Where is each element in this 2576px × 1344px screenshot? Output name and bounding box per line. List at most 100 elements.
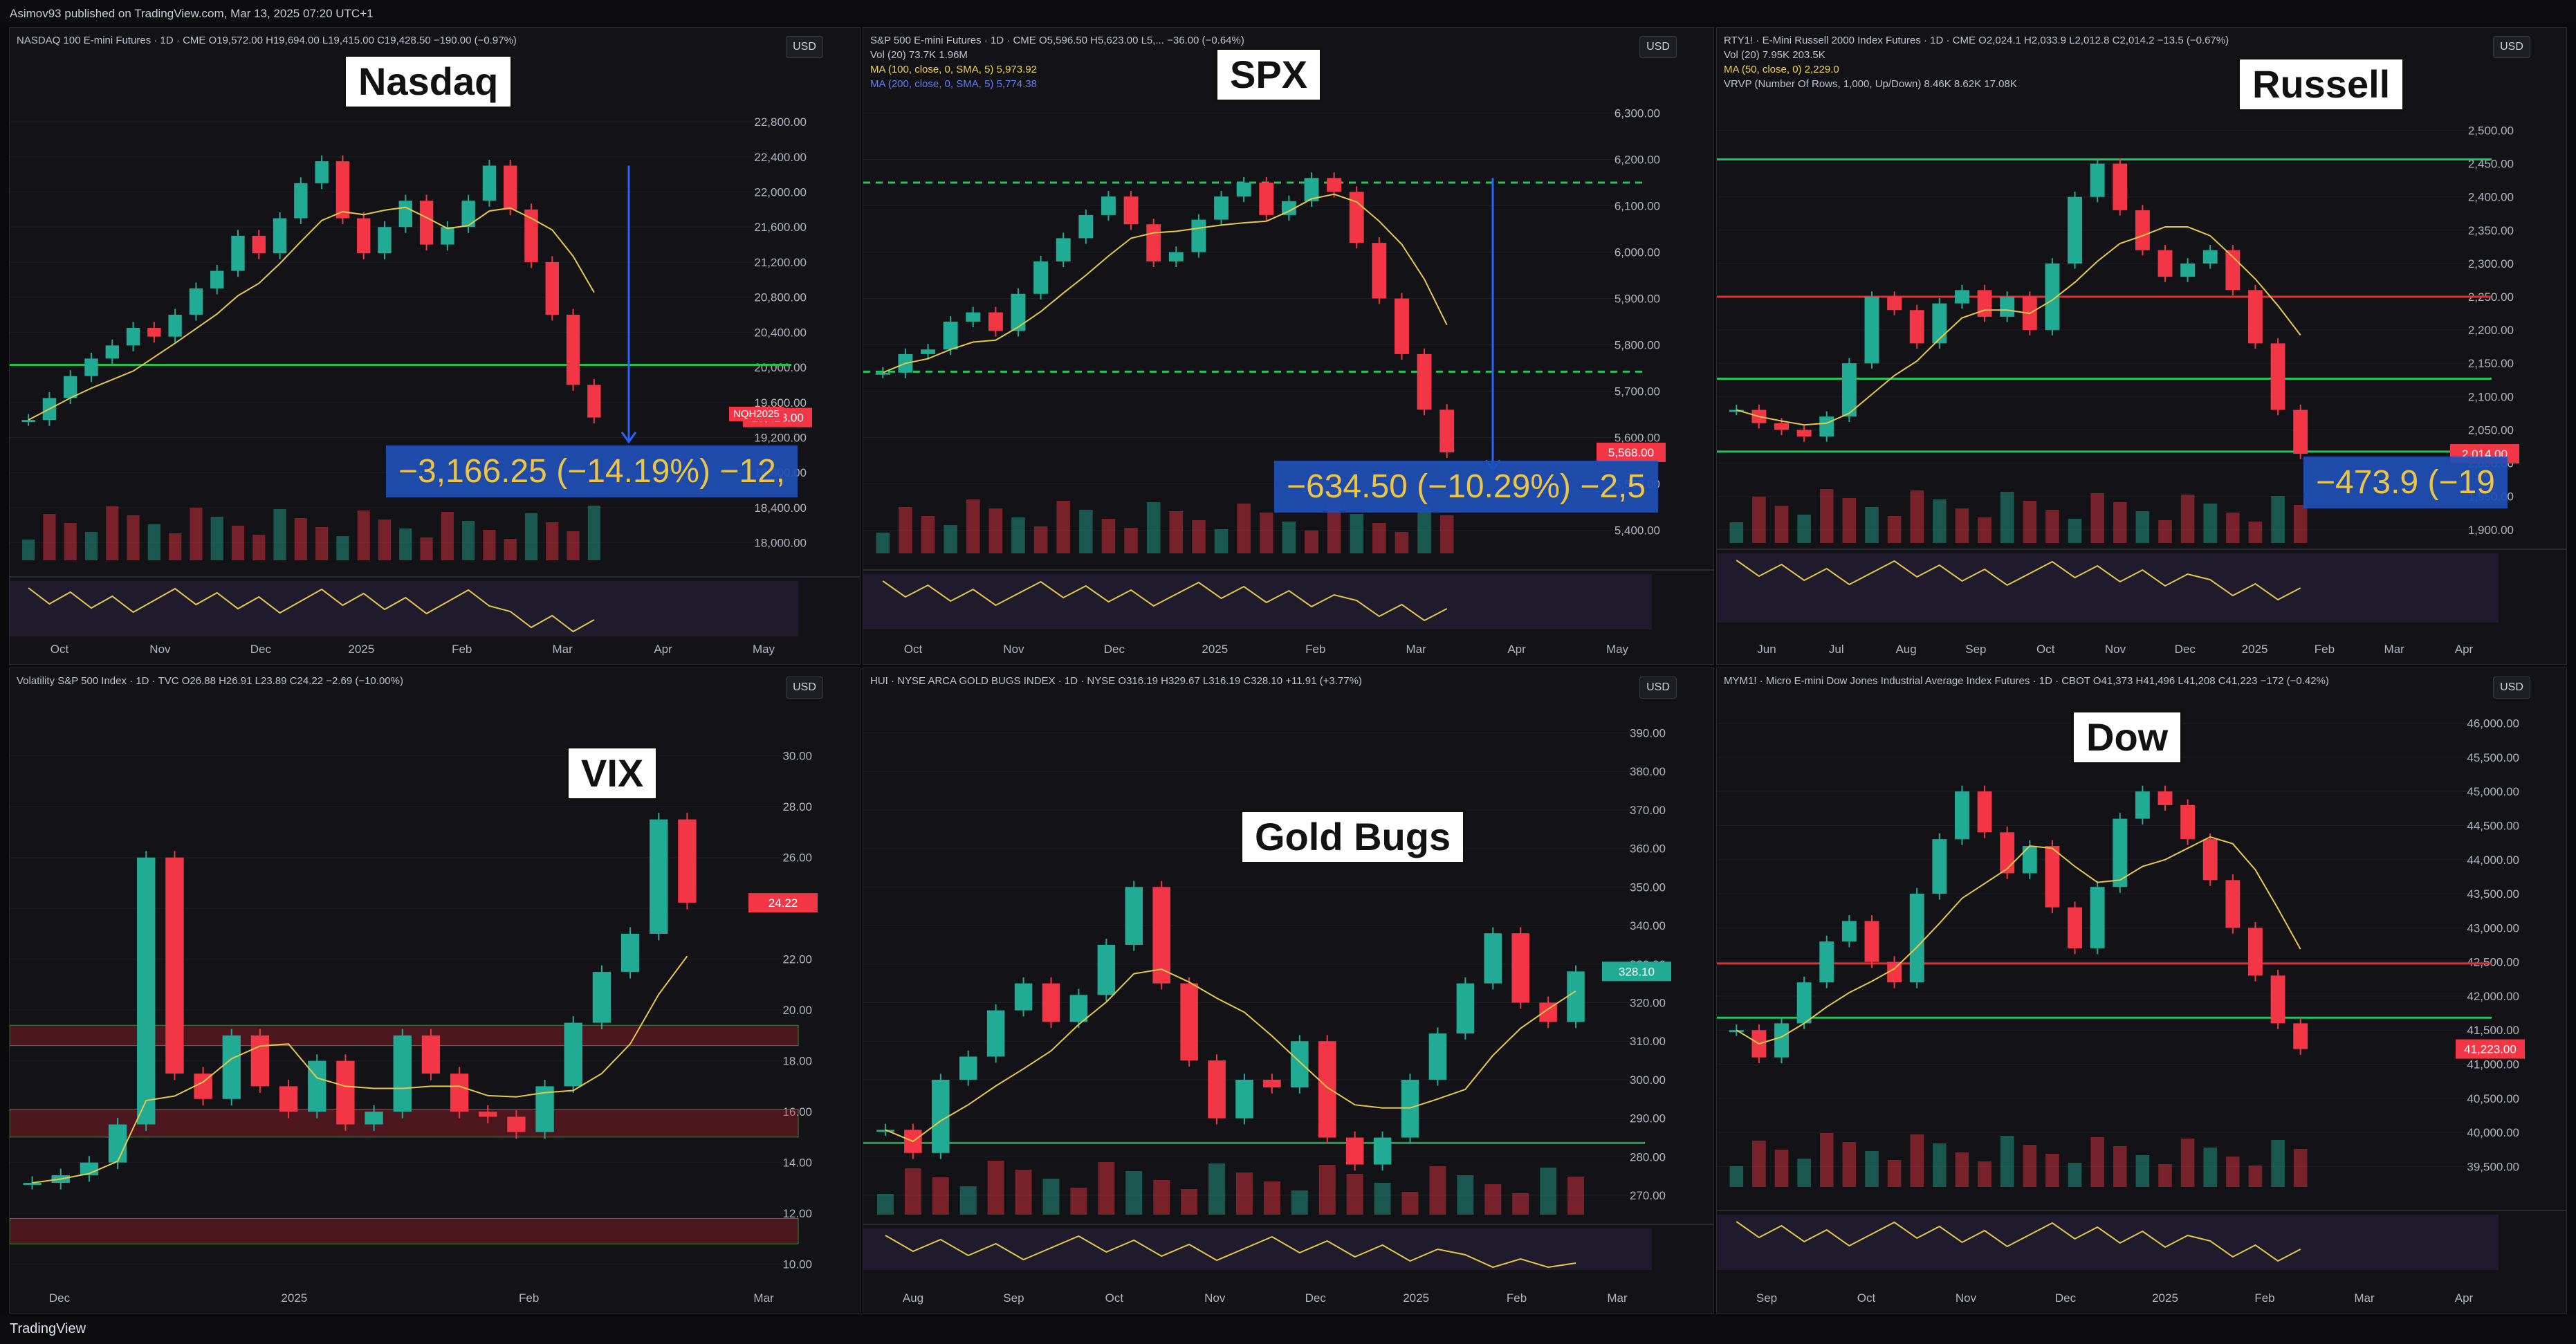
spx-currency-button[interactable]: USD <box>1639 36 1677 58</box>
candle-body <box>21 420 35 423</box>
y-tick-label: 5,900.00 <box>1614 293 1660 306</box>
nasdaq-chart-svg[interactable]: 18,000.0018,400.0018,800.0019,200.0019,6… <box>10 28 860 664</box>
y-tick-label: 10.00 <box>782 1258 812 1271</box>
russell-chart-panel[interactable]: 1,900.001,950.002,000.002,050.002,100.00… <box>1716 27 2567 665</box>
goldbugs-currency-button[interactable]: USD <box>1639 676 1677 699</box>
candle-body <box>2180 804 2196 840</box>
volume-bar <box>1374 1183 1391 1215</box>
measure-arrow-head <box>620 431 637 444</box>
y-tick-label: 6,300.00 <box>1614 107 1660 120</box>
y-tick-label: 340.00 <box>1630 919 1666 932</box>
volume-bar <box>22 540 35 560</box>
y-tick-label: 2,100.00 <box>2468 390 2514 403</box>
russell-currency-button[interactable]: USD <box>2493 36 2530 58</box>
x-tick-label: 2025 <box>348 643 374 656</box>
candle-body <box>165 857 184 1074</box>
rsi-line <box>1736 1221 2301 1262</box>
volume-bar <box>2180 1139 2195 1187</box>
volume-bar <box>2271 496 2285 543</box>
candle-body <box>108 1124 127 1163</box>
russell-chart-svg[interactable]: 1,900.001,950.002,000.002,050.002,100.00… <box>1717 28 2566 664</box>
goldbugs-chart-panel[interactable]: 270.00280.00290.00300.00310.00320.00330.… <box>863 668 1714 1314</box>
russell-volume-line: Vol (20) 7.95K 203.5K <box>1724 49 1825 61</box>
x-tick-label: 2025 <box>2242 643 2268 656</box>
nasdaq-measure-label: −3,166.25 (−14.19%) −12, <box>386 445 798 497</box>
y-tick-label: 22.00 <box>782 953 812 966</box>
moving-average-line <box>1736 836 2301 1045</box>
x-tick-label: Oct <box>1857 1291 1876 1305</box>
russell-vrvp-line: VRVP (Number Of Rows, 1,000, Up/Down) 8.… <box>1724 78 2017 90</box>
dow-chart-panel[interactable]: 39,500.00 40,000.00 40,500.00 41,000.00 41,5… <box>1716 668 2567 1314</box>
candle-body <box>986 1010 1005 1057</box>
volume-bar <box>2135 511 2150 543</box>
y-tick-label: 30.00 <box>782 750 812 763</box>
candle-body <box>1214 196 1229 220</box>
volume-bar <box>1842 498 1857 543</box>
candle-body <box>1125 887 1143 945</box>
x-tick-label: 2025 <box>1403 1291 1429 1305</box>
candle-body <box>1774 1023 1789 1058</box>
y-tick-label: 6,100.00 <box>1614 200 1660 213</box>
x-tick-label: Apr <box>2455 1291 2474 1305</box>
x-tick-label: Dec <box>2175 643 2196 656</box>
candle-body <box>2068 196 2082 264</box>
indicator-band <box>1717 1215 2499 1270</box>
y-tick-label: 20,400.00 <box>754 326 807 339</box>
candle-body <box>1042 983 1060 1022</box>
volume-bar <box>1842 1142 1857 1187</box>
support-band <box>10 1217 799 1244</box>
x-tick-label: May <box>1606 643 1629 656</box>
candle-body <box>1395 298 1409 354</box>
candle-body <box>315 161 329 183</box>
candle-body <box>1955 290 1969 304</box>
nasdaq-currency-button[interactable]: USD <box>786 36 823 58</box>
x-tick-label: Sep <box>1965 643 1986 656</box>
candle-body <box>419 201 434 245</box>
candle-body <box>507 1116 526 1132</box>
candle-body <box>587 385 601 418</box>
vix-chart-panel[interactable]: 10.0012.0014.0016.0018.0020.0022.0024.00… <box>9 668 861 1314</box>
volume-bar <box>1237 504 1251 553</box>
volume-bar <box>2023 501 2037 543</box>
volume-bar <box>210 517 223 560</box>
volume-bar <box>1933 499 1947 543</box>
dow-chart-svg[interactable]: 39,500.00 40,000.00 40,500.00 41,000.00 41,5… <box>1717 668 2566 1313</box>
volume-bar <box>1567 1177 1585 1215</box>
y-tick-label: 44,000.00 <box>2467 854 2519 867</box>
y-tick-label: 5,700.00 <box>1614 385 1660 398</box>
nasdaq-chart-panel[interactable]: 18,000.0018,400.0018,800.0019,200.0019,6… <box>9 27 861 665</box>
y-tick-label: 43,000.00 <box>2467 921 2519 935</box>
moving-average-line <box>1736 226 2301 426</box>
indicator-band <box>1717 553 2499 623</box>
candle-body <box>2068 907 2082 948</box>
vix-chart-svg[interactable]: 10.0012.0014.0016.0018.0020.0022.0024.00… <box>10 668 860 1313</box>
candle-body <box>1819 941 1834 983</box>
volume-bar <box>1011 517 1025 553</box>
publish-caption: Asimov93 published on TradingView.com, M… <box>10 7 374 20</box>
volume-bar <box>2203 504 2218 543</box>
spx-chart-svg[interactable]: 5,400.005,500.005,600.005,700.005,800.00… <box>863 28 1713 664</box>
y-tick-label: 21,200.00 <box>754 256 807 269</box>
candle-body <box>365 1112 383 1125</box>
tradingview-logo[interactable]: TradingView <box>10 1321 86 1336</box>
price-tag-label: 41,223.00 <box>2464 1043 2517 1056</box>
y-tick-label: 2,400.00 <box>2468 191 2514 204</box>
spx-measure-label: −634.50 (−10.29%) −2,5 <box>1274 461 1659 513</box>
spx-chart-panel[interactable]: 5,400.005,500.005,600.005,700.005,800.00… <box>863 27 1714 665</box>
candle-body <box>2000 832 2015 874</box>
volume-bar <box>1865 507 1879 543</box>
volume-bar <box>169 533 182 560</box>
price-tag <box>1602 961 1671 982</box>
x-tick-label: Mar <box>553 643 573 656</box>
goldbugs-chart-svg[interactable]: 270.00280.00290.00300.00310.00320.00330.… <box>863 668 1713 1313</box>
x-tick-label: Jul <box>1829 643 1844 656</box>
candle-body <box>1263 1079 1281 1088</box>
candle-body <box>1841 921 1857 942</box>
y-tick-label: 310.00 <box>1630 1035 1666 1048</box>
candle-body <box>932 1079 950 1153</box>
volume-bar <box>2090 493 2104 543</box>
vix-currency-button[interactable]: USD <box>786 676 823 699</box>
candle-body <box>250 1035 270 1087</box>
dow-currency-button[interactable]: USD <box>2493 676 2530 699</box>
y-tick-label: 22,400.00 <box>754 151 807 164</box>
